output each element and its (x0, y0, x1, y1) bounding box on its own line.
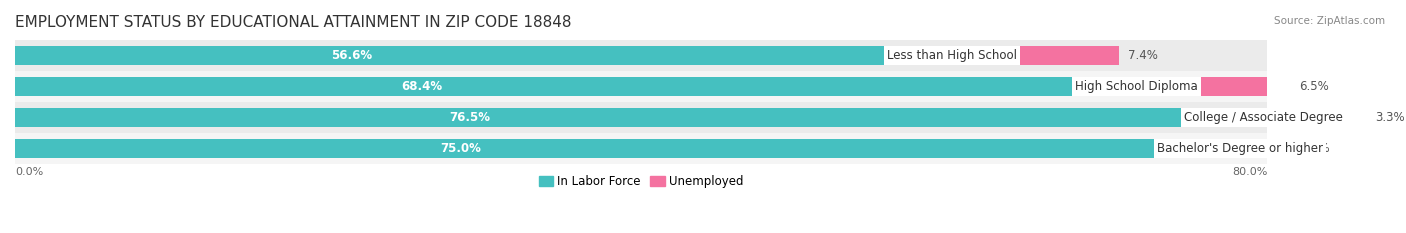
Text: 76.5%: 76.5% (450, 111, 491, 124)
Text: 75.0%: 75.0% (440, 142, 482, 155)
Text: 68.4%: 68.4% (401, 80, 443, 93)
Text: 0.0%: 0.0% (1301, 142, 1330, 155)
Bar (15, 108, 1212, 127)
Bar (15, 133, 1267, 164)
Legend: In Labor Force, Unemployed: In Labor Force, Unemployed (538, 175, 744, 188)
Text: Source: ZipAtlas.com: Source: ZipAtlas.com (1274, 16, 1385, 26)
Text: 6.5%: 6.5% (1299, 80, 1329, 93)
Bar (15, 40, 1267, 71)
Text: 7.4%: 7.4% (1128, 49, 1159, 62)
Bar (15, 71, 1267, 102)
Bar (1315, 108, 1367, 127)
Text: High School Diploma: High School Diploma (1076, 80, 1198, 93)
Bar (1002, 46, 1119, 65)
Text: 80.0%: 80.0% (1232, 167, 1267, 177)
Text: College / Associate Degree: College / Associate Degree (1184, 111, 1343, 124)
Bar (15, 77, 1085, 96)
Text: 56.6%: 56.6% (332, 49, 373, 62)
Text: 3.3%: 3.3% (1375, 111, 1405, 124)
Text: Less than High School: Less than High School (887, 49, 1017, 62)
Bar (15, 102, 1267, 133)
Text: 0.0%: 0.0% (15, 167, 44, 177)
Text: Bachelor's Degree or higher: Bachelor's Degree or higher (1157, 142, 1323, 155)
Bar (15, 139, 1189, 158)
Bar (15, 46, 901, 65)
Bar (1188, 77, 1289, 96)
Text: EMPLOYMENT STATUS BY EDUCATIONAL ATTAINMENT IN ZIP CODE 18848: EMPLOYMENT STATUS BY EDUCATIONAL ATTAINM… (15, 15, 571, 30)
